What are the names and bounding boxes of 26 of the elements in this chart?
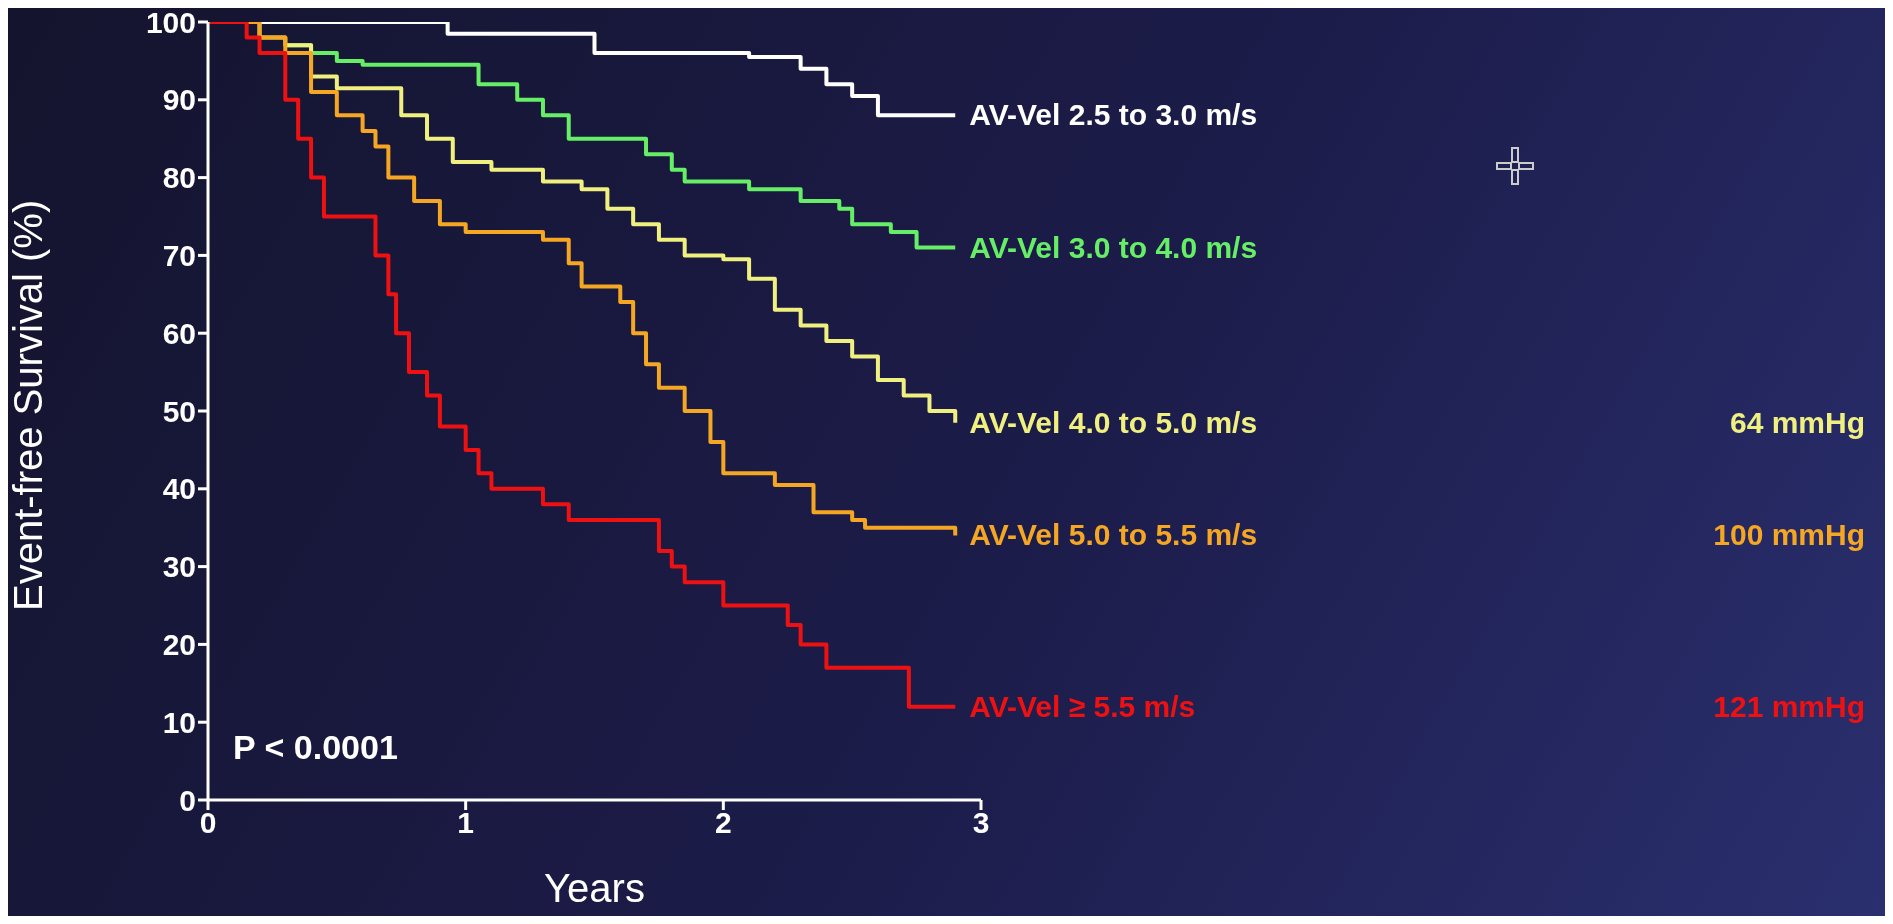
y-tick-label: 100: [145, 5, 196, 39]
series-label: AV-Vel 3.0 to 4.0 m/s: [969, 230, 1258, 264]
series-label: AV-Vel 5.0 to 5.5 m/s: [969, 518, 1258, 552]
series-label: AV-Vel 4.0 to 5.0 m/s: [969, 405, 1258, 439]
series-label: AV-Vel 2.5 to 3.0 m/s: [969, 98, 1258, 132]
y-tick-label: 20: [162, 628, 196, 662]
series-label: AV-Vel ≥ 5.5 m/s: [969, 689, 1196, 723]
text: 121 mmHg: [1713, 689, 1865, 723]
text: 64 mmHg: [1729, 405, 1865, 439]
y-tick-label: 10: [162, 705, 196, 739]
y-tick-label: 40: [162, 472, 196, 506]
y-tick-label: 30: [162, 550, 196, 584]
text: 100 mmHg: [1713, 518, 1865, 552]
y-axis-title: Event-free Survival (%): [6, 199, 51, 611]
y-tick-label: 80: [162, 161, 196, 195]
y-tick-label: 90: [162, 83, 196, 117]
x-tick-label: 0: [199, 806, 217, 840]
y-tick-label: 60: [162, 316, 196, 350]
x-tick-label: 2: [714, 806, 732, 840]
annotation: P < 0.0001: [233, 728, 398, 767]
x-tick-label: 1: [457, 806, 475, 840]
x-axis-title: Years: [544, 866, 645, 910]
x-tick-label: 3: [972, 806, 990, 840]
y-tick-label: 0: [179, 783, 196, 817]
y-tick-label: 50: [162, 394, 196, 428]
y-tick-label: 70: [162, 239, 196, 273]
